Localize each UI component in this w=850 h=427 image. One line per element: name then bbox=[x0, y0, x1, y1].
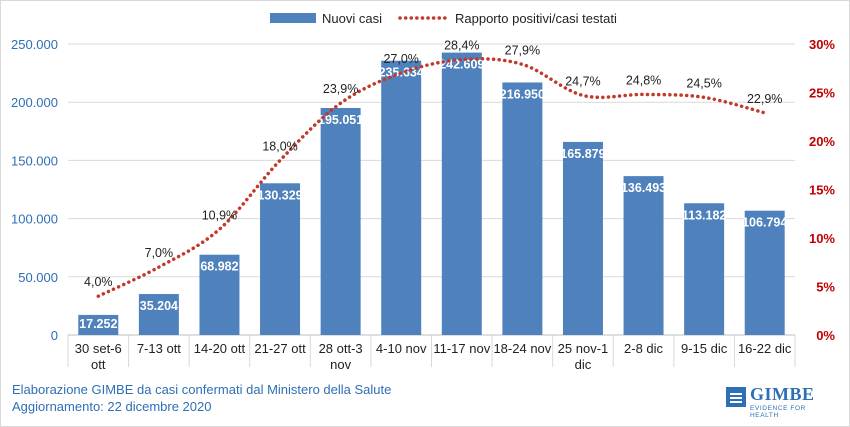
ratio-label: 4,0% bbox=[84, 275, 113, 289]
bar-value-label: 17.252 bbox=[79, 317, 117, 331]
y-left-tick-label: 200.000 bbox=[11, 95, 58, 110]
ratio-label: 28,4% bbox=[444, 39, 479, 53]
ratio-label: 27,9% bbox=[505, 43, 540, 57]
x-tick-label: dic bbox=[575, 357, 592, 372]
bar bbox=[381, 60, 422, 336]
x-tick-label: nov bbox=[330, 357, 351, 372]
bar-value-label: 113.182 bbox=[682, 208, 727, 222]
bar-value-label: 195.051 bbox=[318, 113, 363, 127]
x-tick-label: 7-13 ott bbox=[137, 341, 181, 356]
y-left-tick-label: 250.000 bbox=[11, 37, 58, 52]
bar bbox=[684, 203, 725, 335]
y-right-tick-label: 25% bbox=[809, 86, 835, 101]
bar-value-label: 130.329 bbox=[257, 188, 302, 202]
gimbe-logo-name: GIMBE bbox=[750, 384, 815, 404]
bar bbox=[199, 254, 240, 335]
bar bbox=[138, 294, 179, 335]
ratio-label: 24,7% bbox=[565, 74, 600, 88]
x-tick-label: 25 nov-1 bbox=[558, 341, 609, 356]
bar-value-label: 136.493 bbox=[621, 181, 666, 195]
y-right-tick-label: 5% bbox=[816, 280, 835, 295]
x-tick-label: ott bbox=[91, 357, 106, 372]
bar bbox=[502, 82, 543, 335]
bar-value-label: 35.204 bbox=[140, 299, 178, 313]
bar bbox=[320, 107, 361, 335]
x-tick-label: 14-20 ott bbox=[194, 341, 246, 356]
legend-swatch-bars bbox=[270, 13, 316, 23]
y-right-tick-label: 15% bbox=[809, 183, 835, 198]
bar bbox=[562, 141, 603, 335]
bar bbox=[623, 176, 664, 335]
x-tick-label: 2-8 dic bbox=[624, 341, 664, 356]
y-left-tick-label: 150.000 bbox=[11, 153, 58, 168]
footer-update: Aggiornamento: 22 dicembre 2020 bbox=[12, 399, 212, 414]
ratio-label: 22,9% bbox=[747, 92, 782, 106]
ratio-line bbox=[96, 57, 767, 298]
x-tick-label: 16-22 dic bbox=[738, 341, 792, 356]
y-right-tick-label: 20% bbox=[809, 134, 835, 149]
x-tick-label: 28 ott-3 bbox=[319, 341, 363, 356]
x-tick-label: 11-17 nov bbox=[433, 341, 490, 356]
ratio-label: 27,0% bbox=[383, 52, 418, 66]
y-left-tick-label: 50.000 bbox=[18, 270, 58, 285]
ratio-label: 18,0% bbox=[262, 139, 297, 153]
ratio-label: 23,9% bbox=[323, 82, 358, 96]
gimbe-logo-icon bbox=[726, 387, 746, 407]
x-tick-label: 30 set-6 bbox=[75, 341, 122, 356]
legend-label-bars: Nuovi casi bbox=[322, 11, 382, 26]
ratio-label: 10,9% bbox=[202, 208, 237, 222]
chart: 17.25235.20468.982130.329195.051235.6342… bbox=[11, 11, 835, 372]
y-right-tick-label: 30% bbox=[809, 37, 835, 52]
ratio-label: 24,5% bbox=[686, 76, 721, 90]
gimbe-logo-tagline: EVIDENCE FOR HEALTH bbox=[750, 405, 806, 419]
gimbe-logo: GIMBE EVIDENCE FOR HEALTH bbox=[726, 384, 836, 419]
ratio-label: 24,8% bbox=[626, 73, 661, 87]
y-right-tick-label: 10% bbox=[809, 231, 835, 246]
y-left-tick-label: 0 bbox=[51, 328, 58, 343]
y-left-tick-label: 100.000 bbox=[11, 212, 58, 227]
x-tick-label: 9-15 dic bbox=[681, 341, 728, 356]
y-right-tick-label: 0% bbox=[816, 328, 835, 343]
legend-label-line: Rapporto positivi/casi testati bbox=[455, 11, 617, 26]
bar bbox=[441, 52, 482, 336]
bar bbox=[260, 183, 301, 335]
x-tick-label: 18-24 nov bbox=[493, 341, 551, 356]
bar-value-label: 68.982 bbox=[200, 260, 238, 274]
footer-source: Elaborazione GIMBE da casi confermati da… bbox=[12, 382, 392, 397]
x-tick-label: 21-27 ott bbox=[254, 341, 306, 356]
bar bbox=[78, 314, 119, 335]
bar-value-label: 216.950 bbox=[500, 87, 545, 101]
bar-value-label: 106.794 bbox=[742, 216, 787, 230]
ratio-label: 7,0% bbox=[145, 246, 174, 260]
x-tick-label: 4-10 nov bbox=[376, 341, 427, 356]
bar bbox=[744, 210, 785, 335]
bar-value-label: 165.879 bbox=[560, 147, 605, 161]
